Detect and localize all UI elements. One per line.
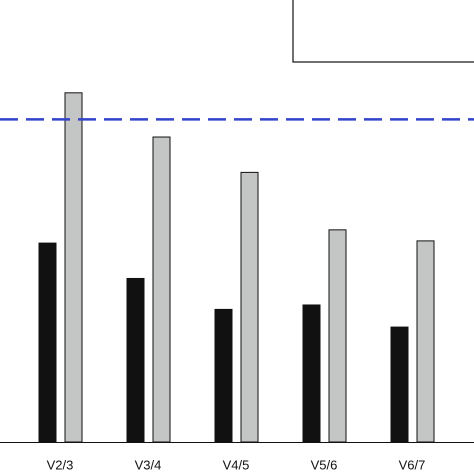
bar	[214, 308, 233, 443]
x-tick-label: V5/6	[311, 457, 338, 472]
bar	[126, 277, 145, 443]
bar	[152, 136, 171, 443]
x-tick-label: V4/5	[223, 457, 250, 472]
x-tick-label: V6/7	[399, 457, 426, 472]
x-tick-label: V3/4	[135, 457, 162, 472]
bar	[416, 240, 435, 443]
bar	[38, 242, 57, 443]
bar	[302, 304, 321, 443]
x-tick-label: V2/3	[47, 457, 74, 472]
legend-box	[292, 0, 474, 63]
bar	[64, 92, 83, 443]
bar	[240, 171, 259, 443]
bar	[328, 229, 347, 443]
bar	[390, 326, 409, 443]
